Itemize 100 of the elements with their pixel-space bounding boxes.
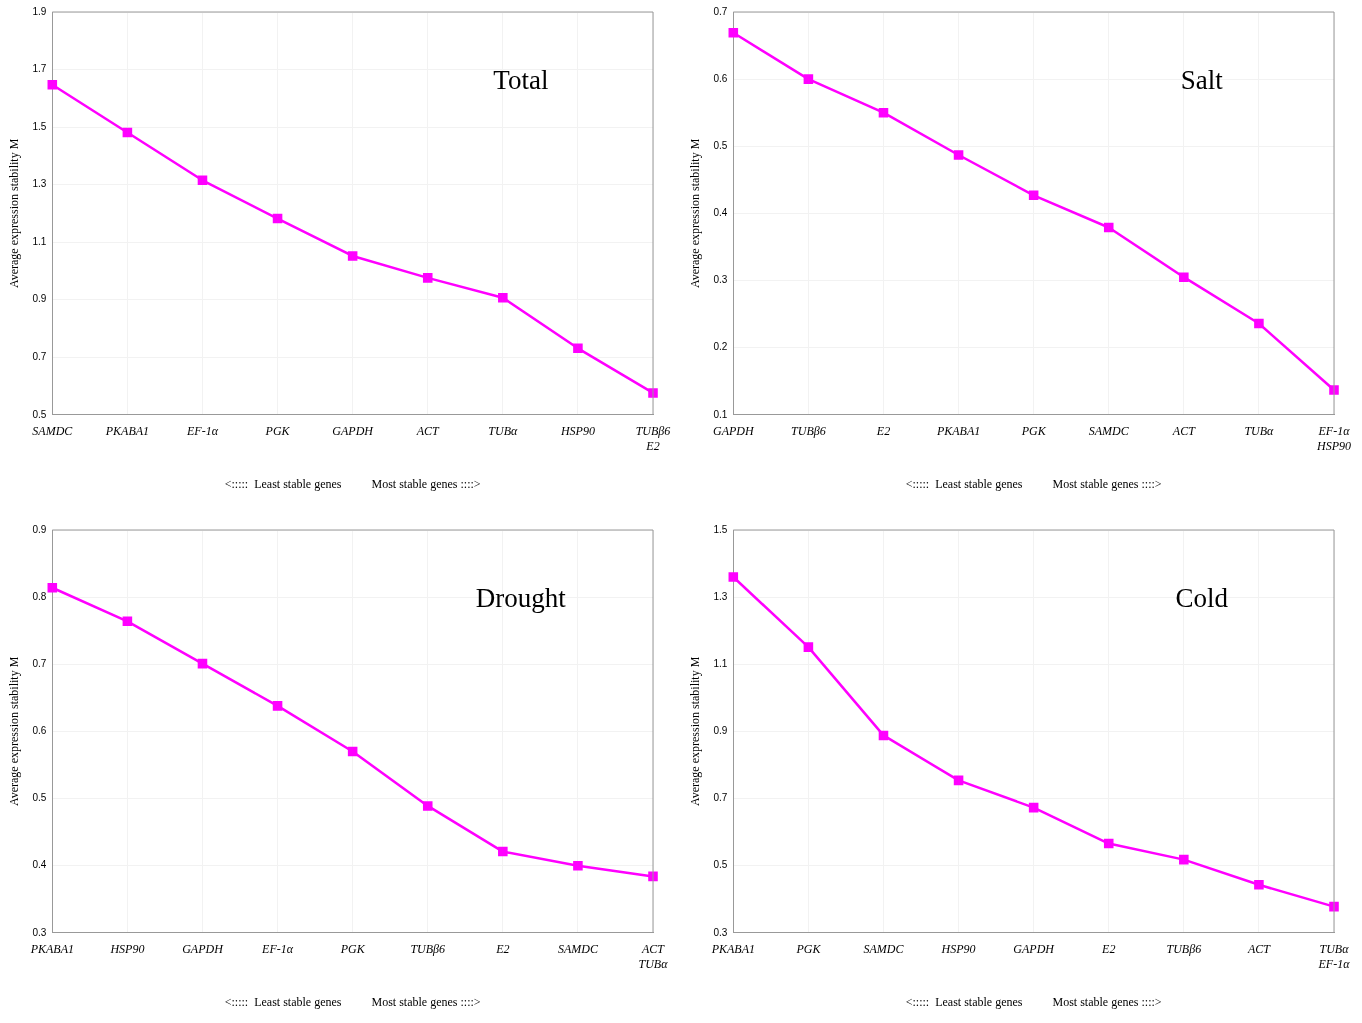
y-tick-label: 0.6 bbox=[713, 72, 728, 84]
y-tick-label: 0.5 bbox=[32, 408, 47, 420]
y-tick-label: 0.3 bbox=[713, 926, 728, 938]
x-tick-label: E2 bbox=[495, 942, 510, 957]
x-tick-label: GAPDH bbox=[182, 942, 225, 957]
x-tick-label: PGK bbox=[339, 942, 366, 957]
y-tick-label: 0.5 bbox=[713, 859, 728, 871]
point bbox=[1028, 802, 1039, 813]
point bbox=[728, 572, 739, 582]
point bbox=[422, 801, 433, 811]
text: Total bbox=[493, 65, 549, 96]
y-tick-label: 0.4 bbox=[32, 859, 47, 871]
y-tick-label: 0.9 bbox=[32, 293, 47, 305]
point bbox=[122, 127, 133, 138]
y-tick-label: 1.1 bbox=[32, 235, 47, 247]
x-tick-label: EF-1α bbox=[185, 424, 219, 439]
point bbox=[122, 616, 133, 627]
x-tick-label: E2 bbox=[875, 424, 891, 439]
point bbox=[573, 343, 583, 354]
x-tick-label: PGK bbox=[1020, 424, 1047, 439]
y-tick-label: 1.9 bbox=[32, 5, 47, 17]
point bbox=[573, 860, 583, 871]
point bbox=[47, 582, 58, 593]
x-tick-label: PKABA1 bbox=[29, 942, 74, 957]
x-tick-label: EF-1α bbox=[261, 942, 294, 957]
y-tick-label: 0.5 bbox=[32, 792, 47, 804]
x-tick-label: TUBβ6 E2 bbox=[635, 424, 671, 453]
point bbox=[878, 107, 889, 118]
point bbox=[1254, 318, 1264, 329]
y-tick-label: 0.7 bbox=[32, 351, 47, 363]
x-tick-label: TUBα EF-1α bbox=[1317, 942, 1351, 971]
x-axis-title: <::::: Least stable genes Most stable genes ::::> bbox=[224, 476, 481, 491]
y-tick-label: 0.5 bbox=[713, 140, 728, 152]
y-tick-label: 0.2 bbox=[713, 341, 728, 353]
y-tick-label: 0.7 bbox=[713, 5, 728, 17]
x-tick-label: HSP90 bbox=[109, 942, 145, 957]
point bbox=[1028, 190, 1039, 201]
point bbox=[197, 175, 208, 186]
x-tick-label: GAPDH bbox=[712, 424, 755, 439]
x-tick-label: SAMDC bbox=[1088, 424, 1130, 439]
point bbox=[953, 150, 964, 160]
y-axis-title: Average expression stability M bbox=[688, 138, 703, 289]
x-tick-label: TUBβ6 bbox=[1166, 942, 1202, 957]
y-tick-label: 0.3 bbox=[713, 274, 728, 286]
point bbox=[498, 846, 508, 857]
y-tick-label: 1.3 bbox=[713, 590, 728, 602]
y-tick-label: 0.4 bbox=[713, 207, 728, 219]
x-tick-label: PKABA1 bbox=[104, 424, 150, 439]
y-tick-label: 0.7 bbox=[32, 658, 47, 670]
x-tick-label: PGK bbox=[795, 942, 822, 957]
point bbox=[728, 28, 739, 38]
point bbox=[272, 701, 283, 711]
x-tick-label: TUBα bbox=[1244, 424, 1275, 439]
x-tick-label: GAPDH bbox=[332, 424, 375, 439]
x-tick-label: SAMDC bbox=[863, 942, 905, 957]
x-tick-label: ACT bbox=[1171, 424, 1197, 439]
point bbox=[47, 80, 58, 90]
text: Salt bbox=[1180, 65, 1224, 96]
point bbox=[1179, 854, 1189, 865]
point bbox=[197, 658, 208, 669]
x-tick-label: SAMDC bbox=[557, 942, 599, 957]
point bbox=[272, 213, 283, 224]
point bbox=[1103, 838, 1114, 849]
x-tick-label: E2 bbox=[1101, 942, 1116, 957]
y-axis-title: Average expression stability M bbox=[7, 656, 22, 807]
x-tick-label: TUBβ6 bbox=[410, 942, 446, 957]
x-tick-label: ACT TUBα bbox=[638, 942, 669, 971]
point bbox=[347, 746, 358, 757]
x-axis-title: <::::: Least stable genes Most stable genes ::::> bbox=[224, 994, 481, 1009]
y-tick-label: 0.8 bbox=[32, 590, 47, 602]
x-axis-title: <::::: Least stable genes Most stable genes ::::> bbox=[905, 476, 1162, 491]
y-axis-title: Average expression stability M bbox=[7, 138, 22, 289]
y-tick-label: 1.7 bbox=[32, 63, 47, 75]
text: Cold bbox=[1175, 583, 1229, 614]
point bbox=[878, 730, 889, 741]
point bbox=[953, 775, 964, 786]
point bbox=[422, 273, 433, 283]
y-tick-label: 1.1 bbox=[713, 658, 728, 670]
point bbox=[803, 642, 814, 652]
y-tick-label: 0.6 bbox=[32, 725, 47, 737]
y-tick-label: 0.1 bbox=[713, 408, 728, 420]
y-tick-label: 0.9 bbox=[713, 725, 728, 737]
y-tick-label: 1.3 bbox=[32, 178, 47, 190]
point bbox=[347, 251, 358, 261]
x-tick-label: PKABA1 bbox=[935, 424, 981, 439]
x-tick-label: PKABA1 bbox=[710, 942, 755, 957]
x-tick-label: TUBβ6 bbox=[791, 424, 826, 439]
point bbox=[648, 388, 658, 398]
x-tick-label: TUBα bbox=[488, 424, 519, 439]
x-tick-label: HSP90 bbox=[559, 424, 595, 439]
x-axis-title: <::::: Least stable genes Most stable genes ::::> bbox=[905, 994, 1162, 1009]
x-tick-label: ACT bbox=[415, 424, 441, 439]
y-tick-label: 0.7 bbox=[713, 792, 728, 804]
point bbox=[1179, 272, 1189, 282]
y-tick-label: 1.5 bbox=[32, 120, 47, 132]
x-tick-label: HSP90 bbox=[940, 942, 976, 957]
point bbox=[1103, 222, 1114, 233]
y-tick-label: 0.3 bbox=[32, 926, 47, 938]
point bbox=[1254, 880, 1264, 890]
y-tick-label: 0.9 bbox=[32, 523, 47, 535]
